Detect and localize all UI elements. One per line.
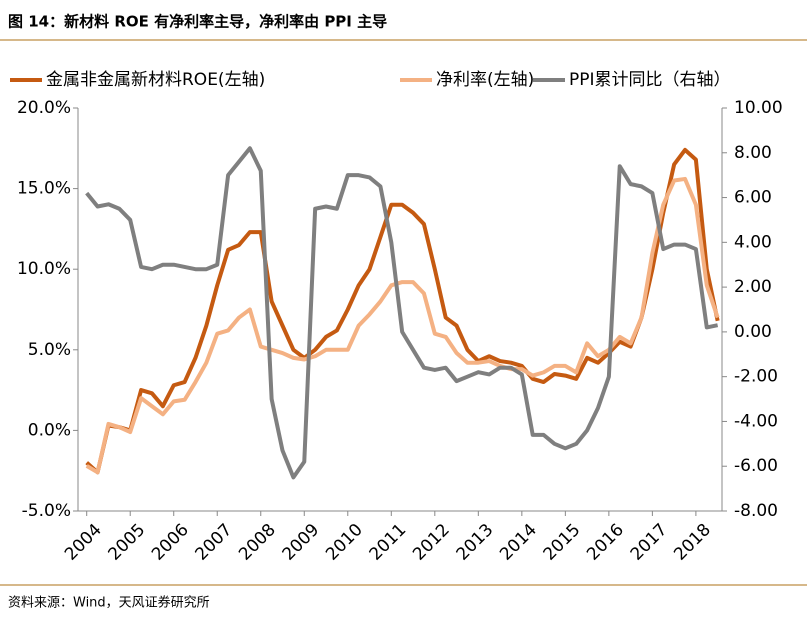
y-tick-label: 5.0% bbox=[28, 340, 71, 360]
legend-label: 净利率(左轴) bbox=[436, 70, 534, 90]
x-tick-label: 2007 bbox=[192, 520, 237, 565]
y-tick-label: 0.0% bbox=[28, 420, 71, 440]
x-tick-label: 2006 bbox=[148, 520, 193, 565]
x-tick-label: 2009 bbox=[279, 520, 324, 565]
y2-tick-label: -2.00 bbox=[734, 367, 778, 387]
legend-label: 金属非金属新材料ROE(左轴) bbox=[46, 70, 265, 90]
y-tick-label: 10.0% bbox=[17, 259, 71, 279]
x-tick-label: 2013 bbox=[453, 520, 498, 565]
x-tick-label: 2018 bbox=[670, 520, 715, 565]
y2-tick-label: -4.00 bbox=[734, 411, 778, 431]
y2-tick-label: 2.00 bbox=[734, 277, 772, 297]
x-tick-label: 2014 bbox=[496, 520, 541, 565]
x-tick-label: 2005 bbox=[105, 520, 150, 565]
legend-label: PPI累计同比（右轴） bbox=[569, 70, 731, 90]
y2-tick-label: -6.00 bbox=[734, 456, 778, 476]
y-tick-label: 15.0% bbox=[17, 179, 71, 199]
y-tick-label: -5.0% bbox=[22, 501, 71, 521]
x-tick-label: 2011 bbox=[366, 520, 411, 565]
x-tick-label: 2015 bbox=[540, 520, 585, 565]
x-tick-label: 2012 bbox=[409, 520, 454, 565]
y2-tick-label: 4.00 bbox=[734, 232, 772, 252]
y2-tick-label: 0.00 bbox=[734, 322, 772, 342]
y2-tick-label: -8.00 bbox=[734, 501, 778, 521]
y2-tick-label: 6.00 bbox=[734, 188, 772, 208]
series-line bbox=[85, 147, 720, 475]
x-tick-label: 2010 bbox=[322, 520, 367, 565]
x-tick-label: 2017 bbox=[627, 520, 672, 565]
series-line bbox=[85, 176, 720, 475]
x-tick-label: 2004 bbox=[61, 520, 106, 565]
series-line bbox=[85, 146, 719, 480]
source: 资料来源：Wind，天风证券研究所 bbox=[8, 595, 210, 611]
y-tick-label: 20.0% bbox=[17, 98, 71, 118]
x-tick-label: 2016 bbox=[583, 520, 628, 565]
y2-tick-label: 10.00 bbox=[734, 98, 783, 118]
chart-title: 图 14：新材料 ROE 有净利率主导，净利率由 PPI 主导 bbox=[8, 13, 387, 31]
x-tick-label: 2008 bbox=[235, 520, 280, 565]
y2-tick-label: 8.00 bbox=[734, 143, 772, 163]
